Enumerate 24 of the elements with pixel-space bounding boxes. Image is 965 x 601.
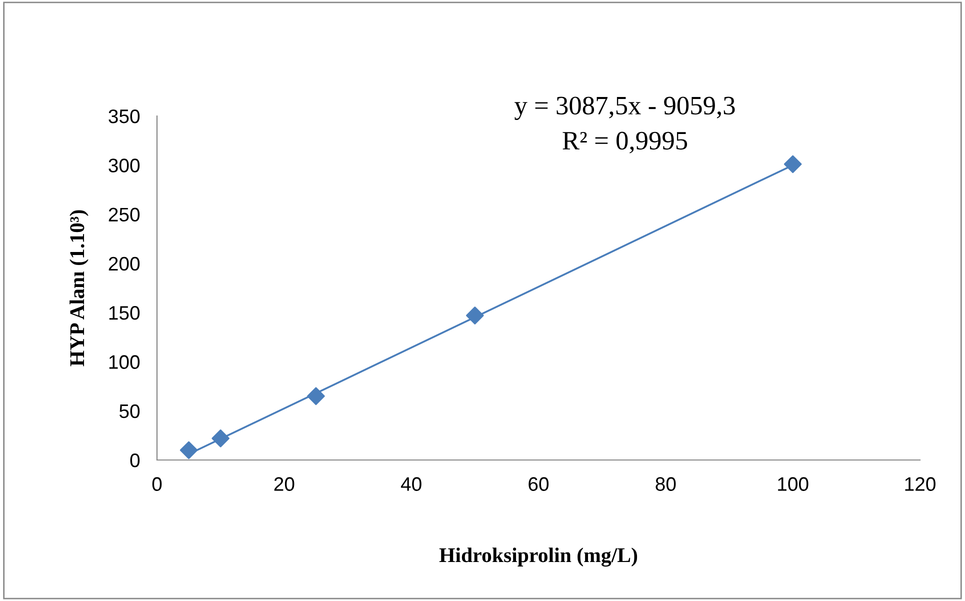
x-tick-label: 60 — [528, 477, 549, 491]
x-tick-label: 100 — [778, 477, 808, 491]
y-tick-label: 50 — [119, 404, 140, 418]
y-tick-label: 150 — [109, 306, 140, 320]
y-tick-label: 200 — [108, 256, 140, 271]
y-axis-title: HYP Alanı (1.10³) — [70, 210, 88, 366]
y-tick-label: 100 — [109, 355, 140, 369]
point — [180, 441, 198, 460]
point — [212, 429, 230, 448]
point — [784, 155, 802, 174]
x-axis-title: Hidroksiprolin (mg/L) — [439, 548, 638, 567]
annotation: R² = 0,9995 — [562, 132, 688, 154]
y-tick-label: 350 — [108, 109, 140, 124]
point — [466, 306, 484, 324]
y-tick-label: 300 — [108, 158, 140, 172]
y-tick-label: 0 — [130, 453, 140, 468]
x-tick-label: 40 — [400, 477, 422, 491]
x-tick-label: 120 — [905, 477, 936, 491]
point — [307, 387, 325, 406]
annotation: y = 3087,5x - 9059,3 — [514, 96, 735, 120]
y-tick-label: 250 — [108, 208, 140, 222]
x-tick-label: 0 — [152, 477, 162, 491]
x-tick-label: 20 — [274, 477, 294, 491]
x-tick-label: 80 — [656, 477, 676, 491]
